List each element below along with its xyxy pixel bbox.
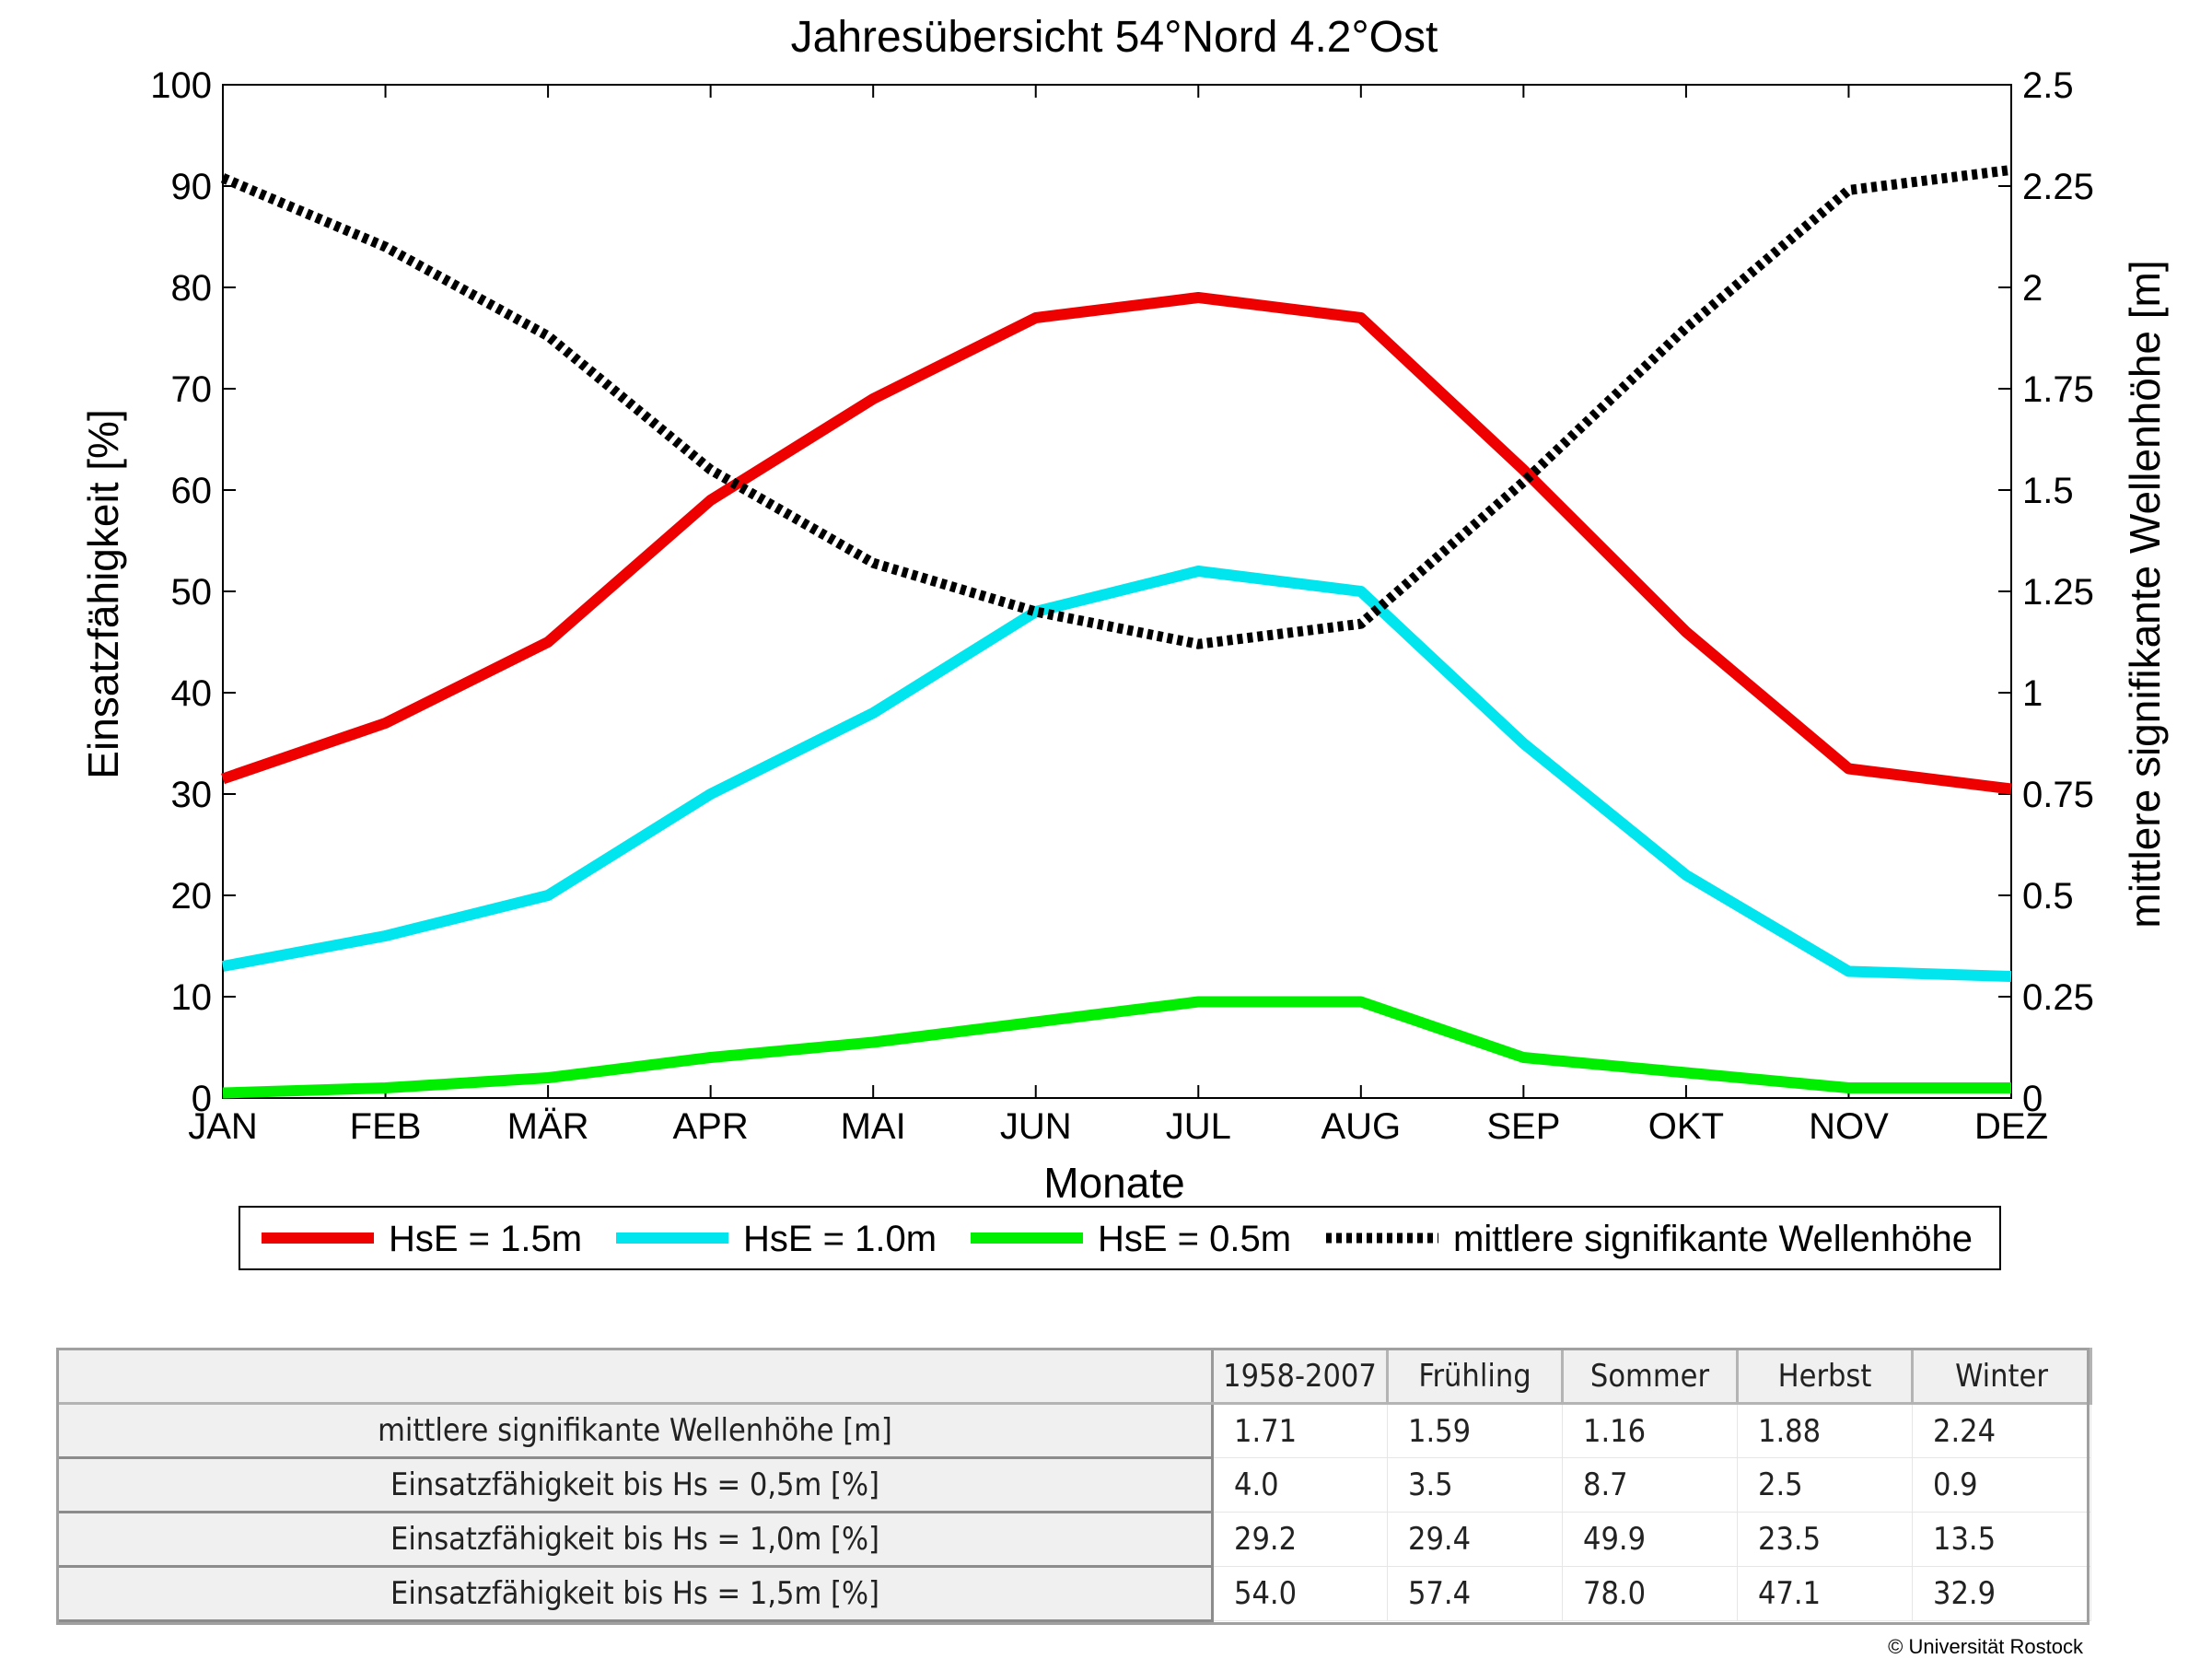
y2-tick-label: 1.75 [2022,369,2094,410]
table-cell: 1.16 [1562,1403,1738,1458]
y-tick-label: 0 [192,1079,212,1119]
table-cell: 29.2 [1212,1512,1388,1567]
x-tick-label: AUG [1321,1106,1401,1147]
table-cell: 47.1 [1737,1566,1913,1621]
y2-tick-label: 1.25 [2022,572,2094,613]
series-line [221,292,2012,795]
table-cell: 3.5 [1387,1457,1563,1513]
table-row: Einsatzfähigkeit bis Hs = 0,5m [%] 4.0 3… [56,1456,2091,1513]
x-axis-label: Monate [1043,1159,1184,1207]
table-cell: 1.71 [1212,1403,1388,1458]
y-axis-left: 0 10 20 30 40 50 60 70 80 90 100 [150,65,2011,1119]
y2-tick-label: 2 [2022,268,2043,309]
y-tick-label: 80 [171,268,213,309]
row-header: Einsatzfähigkeit bis Hs = 1,0m [%] [56,1511,1214,1568]
legend-box [239,1206,2001,1270]
y-tick-label: 100 [150,65,212,106]
y2-tick-label: 2.5 [2022,65,2074,106]
row-header: mittlere signifikante Wellenhöhe [m] [56,1402,1214,1459]
series-line [221,566,2012,982]
table-cell: 0.9 [1912,1457,2091,1513]
table-cell: 1.59 [1387,1403,1563,1458]
chart-title: Jahresübersicht 54°Nord 4.2°Ost [791,13,1438,62]
legend-entry: HsE = 0.5m [1098,1219,1291,1259]
y-axis-label: Einsatzfähigkeit [%] [79,409,127,778]
table-cell: 4.0 [1212,1457,1388,1513]
row-header: Einsatzfähigkeit bis Hs = 0,5m [%] [56,1456,1214,1513]
table-row: Einsatzfähigkeit bis Hs = 1,0m [%] 29.2 … [56,1511,2091,1568]
x-tick-label: MÄR [507,1106,589,1147]
table-corner-cell [56,1348,1214,1405]
legend-entry: HsE = 1.0m [743,1219,937,1259]
y-tick-label: 70 [171,369,213,410]
series-line [222,996,2011,1099]
summary-table: 1958-2007 Frühling Sommer Herbst Winter … [56,1348,2092,1622]
y-tick-label: 10 [171,977,213,1018]
table-cell: 32.9 [1912,1566,2091,1621]
column-header: Sommer [1561,1348,1739,1405]
y-tick-label: 50 [171,572,213,613]
y2-tick-label: 0.75 [2022,775,2094,815]
y2-tick-label: 0 [2022,1079,2043,1119]
table-cell: 57.4 [1387,1566,1563,1621]
x-tick-label: FEB [350,1106,422,1147]
table-row: mittlere signifikante Wellenhöhe [m] 1.7… [56,1402,2091,1459]
y2-tick-label: 0.25 [2022,977,2094,1018]
x-tick-label: APR [673,1106,749,1147]
table-cell: 23.5 [1737,1512,1913,1567]
y2-tick-label: 0.5 [2022,876,2074,917]
table-cell: 1.88 [1737,1403,1913,1458]
x-tick-label: OKT [1648,1106,1724,1147]
y2-tick-label: 2.25 [2022,167,2094,207]
table-cell: 8.7 [1562,1457,1738,1513]
column-header: Winter [1911,1348,2092,1405]
table-cell: 49.9 [1562,1512,1738,1567]
legend: HsE = 1.5m HsE = 1.0m HsE = 0.5m mittlere s… [239,1206,2001,1270]
column-header: Herbst [1736,1348,1914,1405]
y2-tick-label: 1.5 [2022,471,2074,511]
x-tick-label: DEZ [1974,1106,2048,1147]
column-header: 1958-2007 [1211,1348,1389,1405]
table-cell: 78.0 [1562,1566,1738,1621]
series-line [220,164,2012,649]
legend-entry: mittlere signifikante Wellenhöhe [1453,1219,1973,1259]
y-tick-label: 30 [171,775,213,815]
y-tick-label: 90 [171,167,213,207]
table-header-row: 1958-2007 Frühling Sommer Herbst Winter [56,1348,2092,1405]
y2-tick-label: 1 [2022,673,2043,714]
table-cell: 13.5 [1912,1512,2091,1567]
x-tick-label: JUL [1166,1106,1231,1147]
wave-height-chart: Jahresübersicht 54°Nord 4.2°Ost 01020304… [79,13,2169,1270]
table-cell: 29.4 [1387,1512,1563,1567]
x-tick-label: SEP [1486,1106,1560,1147]
y-tick-label: 60 [171,471,213,511]
x-tick-label: JAN [188,1106,258,1147]
x-tick-label: MAI [841,1106,906,1147]
x-tick-label: NOV [1809,1106,1889,1147]
copyright-notice: © Universität Rostock [1888,1635,2083,1658]
series-layer [220,164,2012,1099]
table-row: Einsatzfähigkeit bis Hs = 1,5m [%] 54.0 … [56,1565,2091,1622]
x-tick-label: JUN [1000,1106,1072,1147]
table-cell: 2.24 [1912,1403,2091,1458]
y2-axis-label: mittlere signifikante Wellenhöhe [m] [2121,260,2169,928]
table-cell: 2.5 [1737,1457,1913,1513]
table-cell: 54.0 [1212,1566,1388,1621]
row-header: Einsatzfähigkeit bis Hs = 1,5m [%] [56,1565,1214,1622]
legend-entry: HsE = 1.5m [389,1219,582,1259]
y-tick-label: 40 [171,673,213,714]
y-axis-right: 0 0.25 0.5 0.75 1 1.25 1.5 1.75 2 2.25 2.5 [2022,65,2094,1119]
column-header: Frühling [1386,1348,1564,1405]
y-tick-label: 20 [171,876,213,917]
x-axis: JAN FEB MÄR APR MAI JUN JUL AUG SEP OKT NOV DEZ [188,85,2048,1147]
